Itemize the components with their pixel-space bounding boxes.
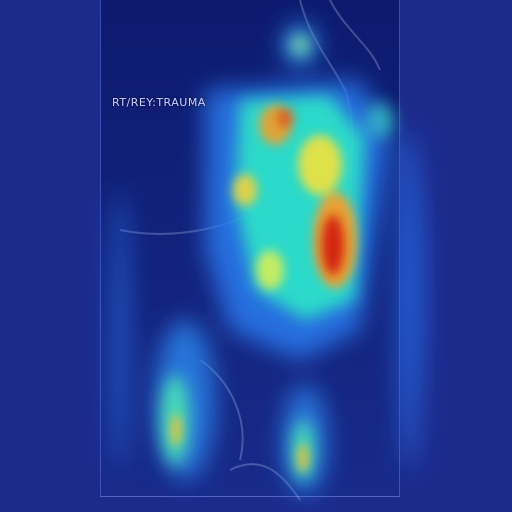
heat-peak-layer bbox=[277, 108, 344, 275]
image-overlay-label: RT/REY:TRAUMA bbox=[112, 96, 206, 109]
